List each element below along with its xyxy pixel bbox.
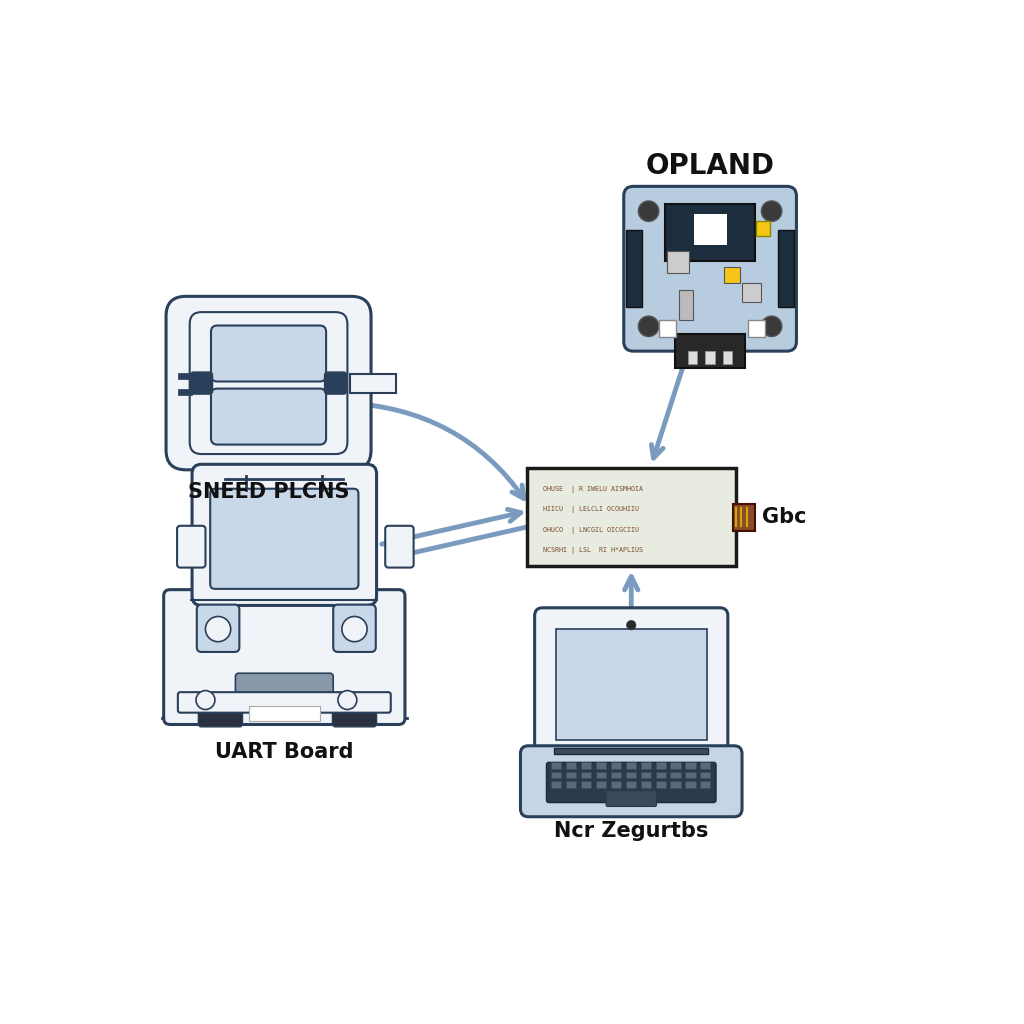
Bar — [581, 762, 591, 769]
Circle shape — [761, 201, 782, 221]
FancyBboxPatch shape — [606, 791, 656, 807]
FancyBboxPatch shape — [666, 204, 755, 261]
FancyBboxPatch shape — [535, 608, 728, 762]
FancyBboxPatch shape — [177, 525, 206, 567]
Bar — [723, 351, 732, 364]
FancyBboxPatch shape — [333, 703, 377, 727]
FancyBboxPatch shape — [350, 374, 396, 392]
FancyBboxPatch shape — [164, 590, 404, 725]
Bar — [685, 781, 695, 787]
Text: Ncr Zegurtbs: Ncr Zegurtbs — [554, 820, 709, 841]
Bar — [551, 772, 561, 778]
Bar — [611, 781, 622, 787]
FancyBboxPatch shape — [556, 629, 707, 740]
FancyBboxPatch shape — [197, 604, 240, 652]
Text: SNEED PLCNS: SNEED PLCNS — [187, 481, 349, 502]
Bar — [641, 772, 651, 778]
Circle shape — [196, 690, 215, 710]
Circle shape — [761, 316, 782, 337]
Bar — [551, 762, 561, 769]
FancyBboxPatch shape — [166, 296, 371, 470]
Bar — [679, 290, 693, 319]
Bar — [671, 762, 681, 769]
Bar — [566, 772, 577, 778]
Bar — [748, 319, 765, 337]
Bar — [667, 251, 689, 272]
Text: OHUSE  | R IWELU AISMHOIA: OHUSE | R IWELU AISMHOIA — [543, 486, 642, 493]
Circle shape — [206, 616, 230, 642]
FancyBboxPatch shape — [526, 468, 735, 566]
FancyBboxPatch shape — [236, 673, 333, 701]
FancyBboxPatch shape — [190, 372, 213, 394]
Bar — [611, 762, 622, 769]
FancyBboxPatch shape — [385, 525, 414, 567]
Bar — [694, 214, 727, 245]
FancyBboxPatch shape — [210, 488, 358, 589]
FancyBboxPatch shape — [624, 186, 797, 351]
Bar — [688, 351, 697, 364]
Bar — [700, 762, 711, 769]
Bar — [724, 267, 740, 283]
FancyBboxPatch shape — [626, 230, 642, 307]
FancyBboxPatch shape — [325, 372, 346, 394]
Bar — [249, 707, 319, 721]
Text: HIICU  | LELCLI OCOUHIIU: HIICU | LELCLI OCOUHIIU — [543, 507, 639, 513]
Bar — [641, 781, 651, 787]
Bar — [655, 772, 666, 778]
Bar — [706, 351, 715, 364]
Bar — [596, 772, 606, 778]
FancyBboxPatch shape — [211, 326, 326, 382]
Circle shape — [342, 616, 368, 642]
Bar — [178, 388, 193, 395]
Bar — [566, 781, 577, 787]
Bar — [700, 772, 711, 778]
Bar — [700, 781, 711, 787]
Bar — [685, 762, 695, 769]
Circle shape — [638, 201, 658, 221]
Bar — [566, 762, 577, 769]
Bar — [671, 772, 681, 778]
FancyBboxPatch shape — [193, 464, 377, 605]
FancyBboxPatch shape — [547, 762, 716, 803]
Bar — [671, 781, 681, 787]
Circle shape — [338, 690, 356, 710]
Text: Gbc: Gbc — [762, 507, 806, 527]
FancyBboxPatch shape — [333, 604, 376, 652]
Bar — [626, 781, 636, 787]
Bar — [596, 781, 606, 787]
Bar — [641, 762, 651, 769]
Bar — [581, 772, 591, 778]
FancyBboxPatch shape — [199, 703, 243, 727]
FancyBboxPatch shape — [211, 388, 326, 444]
Bar — [655, 781, 666, 787]
Bar — [685, 772, 695, 778]
FancyBboxPatch shape — [178, 692, 391, 713]
FancyBboxPatch shape — [520, 745, 742, 817]
Text: OHUCO  | LNCGIL OICGCIIU: OHUCO | LNCGIL OICGCIIU — [543, 527, 639, 534]
Bar — [551, 781, 561, 787]
Bar — [581, 781, 591, 787]
Bar — [178, 373, 193, 379]
Text: UART Board: UART Board — [215, 741, 353, 762]
Bar — [626, 762, 636, 769]
Circle shape — [627, 621, 636, 630]
Bar — [554, 749, 709, 755]
Bar — [756, 221, 770, 236]
FancyBboxPatch shape — [676, 334, 744, 369]
Text: OPLAND: OPLAND — [645, 152, 774, 180]
Bar — [611, 772, 622, 778]
Bar — [741, 283, 761, 302]
FancyBboxPatch shape — [732, 504, 755, 530]
Bar — [655, 762, 666, 769]
Bar — [658, 319, 676, 337]
Circle shape — [638, 316, 658, 337]
Bar — [596, 762, 606, 769]
FancyBboxPatch shape — [778, 230, 794, 307]
Text: NCSRHI | LSL  RI H*APLIUS: NCSRHI | LSL RI H*APLIUS — [543, 548, 642, 554]
Bar — [626, 772, 636, 778]
